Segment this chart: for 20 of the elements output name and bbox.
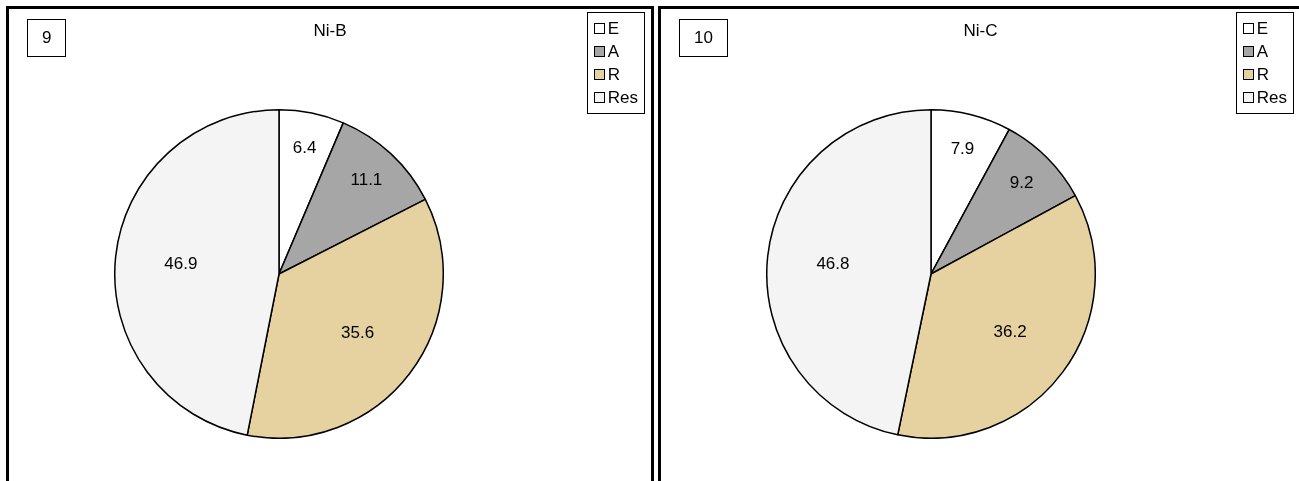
data-label: 7.9: [950, 139, 975, 159]
data-label: 46.9: [164, 254, 198, 274]
legend-label: Res: [607, 87, 638, 108]
legend-label: Res: [1256, 87, 1287, 108]
text: Ni-B: [313, 21, 347, 40]
legend-label: R: [607, 64, 621, 85]
legend-label: E: [1256, 18, 1269, 39]
data-label: 11.1: [350, 170, 383, 190]
data-label: 9.2: [1009, 173, 1034, 193]
text: 9: [27, 19, 67, 57]
text: Ni-C: [963, 21, 998, 40]
data-label: 46.8: [816, 253, 850, 273]
legend-label: A: [1256, 41, 1269, 62]
legend-label: E: [607, 18, 620, 39]
data-label: 36.2: [993, 322, 1027, 342]
text: 10: [679, 19, 728, 57]
data-label: 6.4: [292, 138, 317, 158]
legend-label: R: [1256, 64, 1270, 85]
data-label: 35.6: [341, 323, 375, 343]
legend-label: A: [607, 41, 620, 62]
